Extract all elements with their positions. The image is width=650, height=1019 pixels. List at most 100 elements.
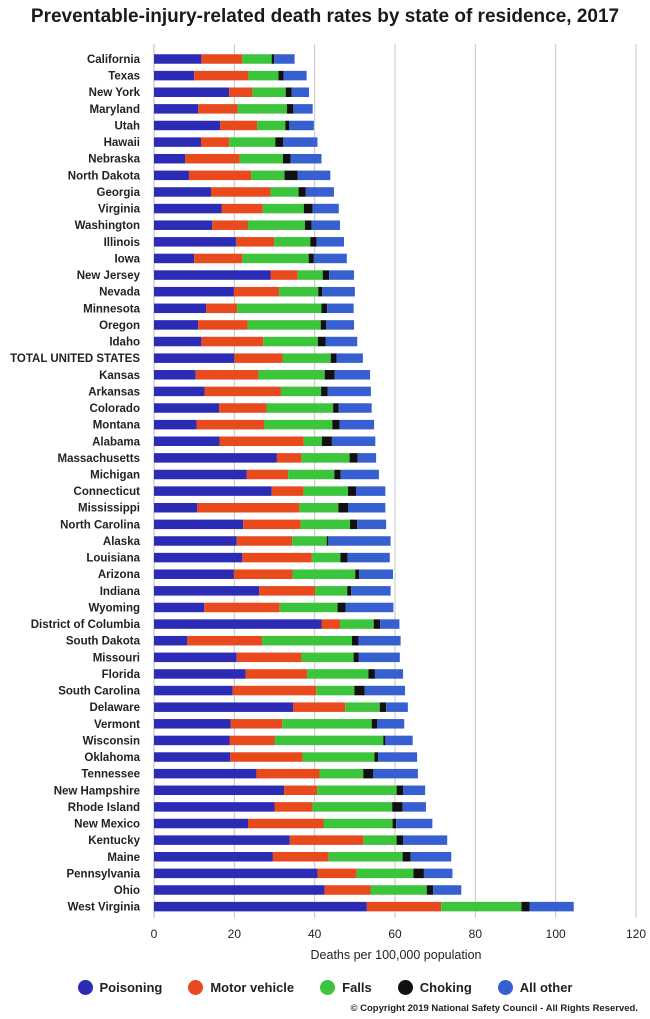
bar-segment-poisoning	[154, 719, 231, 729]
bar-segment-falls	[301, 453, 350, 463]
legend-item: Falls	[320, 980, 372, 995]
category-label: Nevada	[99, 287, 141, 299]
bar-segment-falls	[339, 619, 374, 629]
bar-segment-poisoning	[154, 104, 199, 114]
bar-segment-falls	[251, 170, 285, 181]
bar-segment-poisoning	[154, 635, 188, 646]
bar-segment-motor-vehicle	[187, 635, 263, 646]
bar-segment-motor-vehicle	[272, 852, 329, 862]
bar-segment-poisoning	[154, 885, 325, 895]
bar-segment-falls	[307, 669, 369, 679]
bar-segment-all-other	[336, 353, 363, 363]
bar-segment-motor-vehicle	[246, 469, 289, 480]
bar-segment-poisoning	[154, 652, 237, 663]
bar-segment-falls	[317, 785, 397, 796]
bar-segment-poisoning	[154, 187, 212, 197]
bar-segment-choking	[373, 619, 381, 629]
bar-segment-choking	[337, 602, 346, 613]
bar-segment-motor-vehicle	[198, 320, 248, 330]
bar-segment-falls	[229, 137, 276, 147]
bar-segment-poisoning	[154, 303, 207, 314]
category-label: Connecticut	[74, 486, 141, 498]
bar-segment-choking	[413, 868, 424, 879]
bar-segment-all-other	[433, 885, 462, 895]
bar-segment-all-other	[293, 104, 313, 114]
category-label: Idaho	[109, 337, 140, 349]
bar-segment-all-other	[358, 635, 401, 646]
bar-segment-falls	[316, 685, 355, 696]
category-label: New Jersey	[77, 270, 141, 282]
bar-segment-falls	[279, 602, 338, 613]
bar-segment-motor-vehicle	[245, 669, 308, 679]
bar-segment-choking	[326, 536, 329, 546]
bar-segment-motor-vehicle	[229, 87, 253, 97]
legend-label: All other	[519, 980, 573, 995]
bar-segment-falls	[282, 719, 372, 729]
bar-segment-poisoning	[154, 137, 201, 147]
copyright-notice: © Copyright 2019 National Safety Council…	[350, 1003, 639, 1014]
bar-segment-falls	[262, 635, 353, 646]
bar-segment-falls	[319, 768, 364, 779]
bar-segment-choking	[310, 237, 317, 247]
bar-segment-all-other	[283, 70, 307, 81]
bar-segment-all-other	[351, 586, 391, 596]
category-label: Indiana	[100, 586, 141, 598]
bar-segment-choking	[334, 469, 341, 480]
bar-segment-all-other	[313, 253, 347, 264]
bar-segment-motor-vehicle	[366, 901, 442, 912]
bar-segment-choking	[374, 752, 379, 762]
bar-segment-poisoning	[154, 153, 186, 164]
x-tick-label: 100	[546, 927, 566, 941]
bar-segment-motor-vehicle	[221, 203, 263, 214]
category-label: Utah	[114, 120, 140, 132]
legend-label: Choking	[419, 980, 472, 995]
bar-segment-poisoning	[154, 220, 213, 230]
bar-segment-poisoning	[154, 370, 196, 380]
bar-segment-falls	[248, 70, 279, 81]
bar-segment-falls	[280, 386, 322, 397]
category-label: North Dakota	[68, 170, 141, 182]
bar-segment-all-other	[374, 669, 404, 679]
bar-segment-all-other	[305, 187, 334, 197]
bar-segment-motor-vehicle	[317, 868, 357, 879]
bar-segment-poisoning	[154, 453, 277, 463]
category-label: Missouri	[93, 652, 140, 664]
x-tick-labels: 0 20 40 60 80 100 120	[151, 927, 647, 941]
legend-swatch	[497, 980, 513, 995]
bar-segment-choking	[350, 519, 358, 530]
bar-segment-poisoning	[154, 735, 230, 746]
bar-segment-choking	[371, 719, 378, 729]
category-labels: California Texas New York Maryland Utah Hawai…	[10, 54, 141, 914]
bar-segment-all-other	[289, 120, 314, 131]
bar-segment-choking	[333, 403, 339, 413]
bar-segment-falls	[282, 353, 331, 363]
bar-segment-motor-vehicle	[185, 153, 240, 164]
bar-segment-all-other	[402, 802, 426, 812]
x-tick-label: 0	[151, 927, 158, 941]
bar-segment-falls	[237, 104, 287, 114]
bar-segment-choking	[426, 885, 434, 895]
bar-segment-poisoning	[154, 120, 221, 131]
bar-segment-motor-vehicle	[321, 619, 340, 629]
bar-segment-poisoning	[154, 602, 205, 613]
bar-segment-all-other	[283, 137, 318, 147]
bar-segment-choking	[321, 436, 332, 447]
legend: Poisoning Motor vehicle Falls Choking All ot…	[0, 980, 650, 995]
bar-segment-motor-vehicle	[201, 336, 264, 347]
bar-segment-falls	[370, 885, 427, 895]
bar-segment-motor-vehicle	[289, 835, 364, 845]
category-label: District of Columbia	[31, 619, 141, 631]
bar-segment-all-other	[291, 87, 310, 97]
legend-swatch	[77, 980, 93, 995]
bar-segment-falls	[274, 735, 384, 746]
bar-segment-poisoning	[154, 486, 272, 496]
bar-segment-motor-vehicle	[242, 552, 312, 563]
bar-segment-falls	[303, 486, 349, 496]
bar-segment-poisoning	[154, 403, 220, 413]
bar-segment-choking	[349, 453, 358, 463]
bar-segment-all-other	[386, 702, 408, 712]
bar-segment-falls	[441, 901, 522, 912]
bar-segment-choking	[348, 486, 357, 496]
bar-segment-all-other	[274, 54, 295, 64]
bar-segment-motor-vehicle	[220, 120, 258, 131]
